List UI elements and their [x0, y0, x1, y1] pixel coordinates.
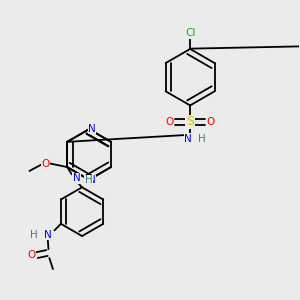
Text: O: O — [165, 117, 173, 127]
Text: H: H — [197, 134, 205, 144]
Text: O: O — [207, 117, 215, 127]
Text: O: O — [27, 250, 35, 260]
Text: N: N — [184, 134, 192, 144]
Text: N: N — [44, 230, 51, 240]
Text: N: N — [88, 175, 96, 185]
Text: N: N — [88, 124, 96, 134]
Text: Cl: Cl — [185, 28, 195, 38]
Text: O: O — [42, 158, 50, 169]
Text: H: H — [85, 176, 93, 185]
Text: H: H — [30, 230, 38, 240]
Text: N: N — [73, 173, 80, 183]
Text: S: S — [186, 115, 194, 128]
